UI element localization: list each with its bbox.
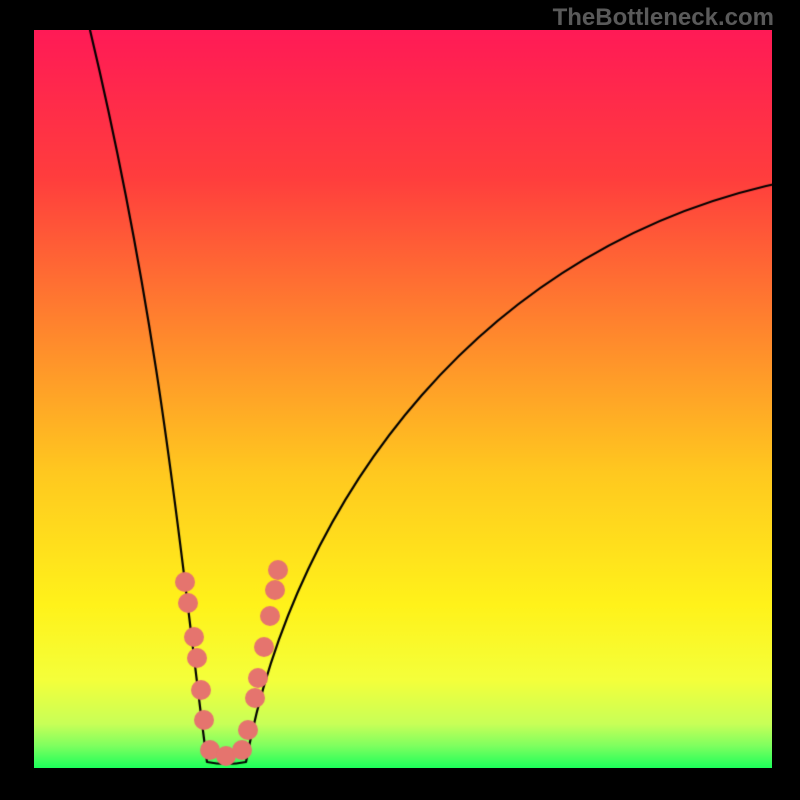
watermark-text: TheBottleneck.com	[553, 4, 774, 32]
curve-canvas	[0, 0, 800, 800]
stage: TheBottleneck.com	[0, 0, 800, 800]
